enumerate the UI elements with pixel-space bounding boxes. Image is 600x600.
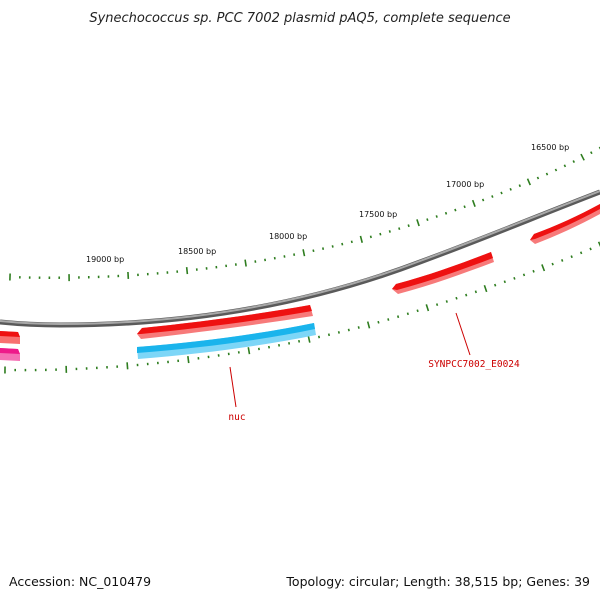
- inner-ring-minor-tick: [357, 326, 360, 329]
- map-title: Synechococcus sp. PCC 7002 plasmid pAQ5,…: [89, 11, 510, 26]
- summary-text: Topology: circular; Length: 38,515 bp; G…: [285, 574, 590, 589]
- inner-ring-minor-tick: [327, 333, 331, 337]
- inner-ring-minor-tick: [570, 255, 573, 259]
- inner-ring-minor-tick: [513, 276, 516, 280]
- inner-ring-minor-tick: [522, 273, 526, 277]
- gene-nuc: [137, 323, 316, 359]
- inner-ring-minor-tick: [435, 303, 439, 306]
- outer-ring-minor-tick: [491, 195, 494, 198]
- inner-ring-major-tick: [126, 362, 129, 370]
- inner-ring-major-tick: [247, 347, 251, 355]
- inner-ring-minor-tick: [347, 328, 350, 332]
- inner-ring-minor-tick: [396, 315, 400, 319]
- outer-ring-minor-tick: [426, 218, 429, 221]
- outer-tick-ring: [9, 146, 600, 282]
- inner-tick-ring: [4, 241, 600, 374]
- outer-ring-major-tick: [416, 219, 420, 227]
- inner-ring-major-tick: [425, 304, 430, 312]
- gene-red-arc-1: [137, 305, 313, 339]
- inner-ring-minor-tick: [465, 293, 468, 297]
- outer-ring-minor-tick: [312, 249, 315, 253]
- outer-ring-minor-tick: [463, 205, 466, 209]
- inner-ring-minor-tick: [406, 312, 409, 316]
- inner-ring-minor-tick: [551, 262, 554, 266]
- inner-ring-minor-tick: [561, 258, 564, 262]
- outer-ring-minor-tick: [536, 176, 540, 180]
- outer-ring-major-tick: [526, 178, 531, 186]
- gene-left-magenta: [0, 348, 20, 361]
- outer-ring-minor-tick: [518, 184, 522, 188]
- outer-ring-minor-tick: [398, 227, 401, 231]
- outer-ring-minor-tick: [331, 245, 334, 248]
- inner-ring-major-tick: [597, 241, 600, 248]
- gene-label-synpcc7002-e0024: SYNPCC7002_E0024: [428, 359, 520, 370]
- outer-ring-minor-tick: [341, 242, 344, 246]
- outer-ring-major-tick: [244, 259, 247, 267]
- outer-ring-minor-tick: [350, 240, 353, 244]
- backbone: [0, 189, 600, 328]
- tick-label-17500: 17500 bp: [359, 210, 397, 219]
- gene-red-arc-right: [530, 204, 600, 244]
- inner-ring-major-tick: [366, 321, 371, 329]
- gene-label-nuc: nuc: [228, 412, 245, 423]
- inner-ring-major-tick: [483, 284, 488, 293]
- tick-label-16500: 16500 bp: [531, 143, 569, 152]
- inner-ring-minor-tick: [445, 300, 448, 303]
- outer-ring-minor-tick: [388, 230, 391, 233]
- outer-ring-minor-tick: [435, 215, 438, 218]
- outer-ring-major-tick: [302, 249, 306, 257]
- inner-ring-minor-tick: [455, 296, 458, 300]
- outer-ring-minor-tick: [369, 235, 372, 239]
- outer-ring-minor-tick: [481, 198, 485, 202]
- outer-ring-minor-tick: [590, 151, 593, 155]
- scale-labels: 16500 bp 17000 bp 17500 bp 18000 bp 1850…: [86, 143, 569, 264]
- outer-ring-major-tick: [359, 235, 364, 243]
- outer-ring-minor-tick: [545, 172, 549, 176]
- inner-ring-minor-tick: [474, 290, 478, 294]
- outer-ring-minor-tick: [407, 224, 410, 228]
- tick-label-17000: 17000 bp: [446, 180, 484, 189]
- outer-ring-minor-tick: [563, 164, 567, 168]
- inner-ring-minor-tick: [494, 283, 497, 287]
- inner-ring-minor-tick: [503, 280, 506, 284]
- outer-ring-minor-tick: [322, 247, 325, 250]
- outer-ring-minor-tick: [500, 191, 503, 195]
- outer-ring-major-tick: [471, 199, 476, 207]
- tick-label-19000: 19000 bp: [86, 255, 124, 264]
- inner-ring-minor-tick: [377, 320, 380, 324]
- tick-label-18500: 18500 bp: [178, 247, 216, 256]
- inner-ring-minor-tick: [317, 335, 321, 339]
- inner-ring-minor-tick: [387, 318, 390, 321]
- outer-ring-major-tick: [580, 153, 585, 161]
- outer-ring-minor-tick: [454, 208, 457, 212]
- outer-ring-minor-tick: [379, 232, 382, 236]
- inner-ring-major-tick: [187, 356, 190, 364]
- outer-ring-minor-tick: [509, 187, 512, 191]
- accession-text: Accession: NC_010479: [9, 574, 151, 589]
- inner-ring-major-tick: [541, 264, 546, 272]
- inner-ring-minor-tick: [589, 247, 592, 251]
- inner-ring-minor-tick: [416, 309, 419, 313]
- outer-ring-minor-tick: [572, 160, 576, 164]
- inner-ring-major-tick: [307, 335, 311, 343]
- label-synpcc7002-e0024: SYNPCC7002_E0024: [428, 312, 520, 370]
- inner-ring-minor-tick: [337, 331, 340, 334]
- gene-synpcc7002-e0024: [392, 252, 494, 294]
- label-nuc: nuc: [228, 366, 246, 423]
- inner-ring-minor-tick: [532, 269, 535, 273]
- outer-ring-major-tick: [185, 267, 189, 275]
- tick-label-18000: 18000 bp: [269, 232, 307, 241]
- inner-ring-minor-tick: [579, 251, 583, 255]
- outer-ring-minor-tick: [554, 168, 558, 172]
- gene-left-red: [0, 331, 20, 344]
- outer-ring-minor-tick: [444, 211, 448, 215]
